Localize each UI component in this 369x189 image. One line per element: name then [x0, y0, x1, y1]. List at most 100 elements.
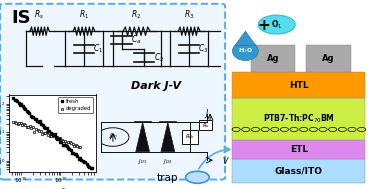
Text: $J$: $J$	[204, 107, 209, 120]
fresh	[90, 167, 94, 170]
Legend: fresh, degraded: fresh, degraded	[58, 97, 93, 113]
FancyBboxPatch shape	[199, 120, 213, 130]
degraded	[14, 122, 18, 125]
degraded	[25, 126, 29, 128]
degraded	[46, 134, 51, 136]
Text: +: +	[258, 18, 270, 33]
Text: Dark J-V: Dark J-V	[131, 81, 181, 91]
FancyBboxPatch shape	[232, 98, 365, 140]
degraded	[78, 146, 82, 148]
degraded	[48, 135, 52, 137]
Text: $V$: $V$	[221, 155, 229, 166]
fresh	[31, 116, 35, 118]
degraded	[23, 124, 28, 127]
Circle shape	[186, 171, 209, 183]
Text: $R_s$: $R_s$	[34, 8, 45, 21]
degraded	[52, 135, 56, 138]
FancyBboxPatch shape	[232, 72, 365, 98]
degraded	[34, 128, 38, 130]
Text: IS: IS	[11, 9, 31, 27]
Text: TPV: TPV	[11, 94, 42, 108]
degraded	[17, 122, 21, 124]
degraded	[64, 142, 69, 144]
degraded	[60, 139, 64, 142]
Polygon shape	[235, 31, 256, 45]
degraded	[72, 145, 76, 147]
Text: H$_2$O: H$_2$O	[238, 46, 253, 56]
degraded	[35, 129, 40, 131]
degraded	[37, 130, 41, 132]
degraded	[18, 122, 23, 124]
degraded	[29, 127, 34, 129]
Text: $R_{sh}$: $R_{sh}$	[184, 132, 194, 142]
degraded	[66, 141, 70, 143]
Text: O$_1$: O$_1$	[271, 18, 283, 31]
Text: $C_2$: $C_2$	[154, 51, 164, 64]
FancyBboxPatch shape	[232, 159, 365, 183]
degraded	[76, 146, 81, 148]
Text: $J_{D1}$: $J_{D1}$	[138, 157, 148, 166]
Polygon shape	[136, 122, 149, 152]
degraded	[61, 139, 66, 142]
FancyBboxPatch shape	[232, 140, 365, 159]
Text: Glass/ITO: Glass/ITO	[275, 167, 323, 176]
FancyBboxPatch shape	[251, 45, 295, 72]
degraded	[15, 123, 20, 125]
degraded	[69, 142, 73, 144]
fresh	[11, 97, 15, 99]
Text: $J_{ph}$: $J_{ph}$	[108, 132, 118, 142]
Text: HTL: HTL	[289, 81, 309, 90]
degraded	[38, 130, 43, 133]
degraded	[41, 132, 46, 134]
X-axis label: $n$ (cm$^{-2}$): $n$ (cm$^{-2}$)	[37, 187, 68, 189]
Text: $R_2$: $R_2$	[131, 8, 142, 21]
Circle shape	[258, 15, 295, 34]
degraded	[51, 134, 55, 136]
Text: Ag: Ag	[322, 54, 335, 63]
degraded	[43, 132, 47, 134]
degraded	[58, 137, 63, 139]
degraded	[73, 144, 78, 146]
degraded	[40, 133, 44, 135]
Text: $C_a$: $C_a$	[131, 34, 142, 46]
Text: PTB7-Th:PC$_{70}$BM: PTB7-Th:PC$_{70}$BM	[263, 113, 335, 125]
degraded	[63, 140, 67, 142]
FancyBboxPatch shape	[182, 130, 197, 144]
Text: ETL: ETL	[290, 145, 308, 154]
fresh	[24, 110, 29, 112]
degraded	[49, 135, 54, 137]
degraded	[67, 141, 72, 143]
FancyBboxPatch shape	[306, 45, 351, 72]
Text: $J_{D2}$: $J_{D2}$	[163, 157, 173, 166]
Line: degraded: degraded	[12, 120, 82, 148]
Ellipse shape	[232, 42, 258, 60]
degraded	[22, 123, 26, 125]
fresh	[36, 121, 41, 124]
degraded	[55, 136, 59, 139]
degraded	[70, 143, 75, 145]
FancyBboxPatch shape	[0, 4, 225, 180]
degraded	[26, 125, 31, 128]
Line: fresh: fresh	[12, 97, 93, 170]
degraded	[11, 120, 15, 123]
degraded	[20, 124, 24, 126]
degraded	[13, 121, 17, 123]
Text: $R_3$: $R_3$	[184, 8, 194, 21]
Text: Ag: Ag	[267, 54, 279, 63]
Polygon shape	[161, 122, 175, 152]
degraded	[56, 137, 61, 139]
degraded	[31, 126, 35, 128]
degraded	[28, 125, 32, 127]
Text: $R_1$: $R_1$	[79, 8, 89, 21]
fresh	[61, 143, 65, 146]
degraded	[75, 145, 79, 147]
Text: $R_s$: $R_s$	[202, 121, 210, 130]
degraded	[54, 137, 58, 139]
Text: trap: trap	[157, 173, 179, 183]
Text: $C_3$: $C_3$	[199, 42, 209, 55]
degraded	[32, 131, 37, 133]
Text: $C_1$: $C_1$	[93, 42, 103, 55]
fresh	[38, 120, 42, 122]
degraded	[44, 131, 49, 134]
fresh	[34, 117, 38, 120]
